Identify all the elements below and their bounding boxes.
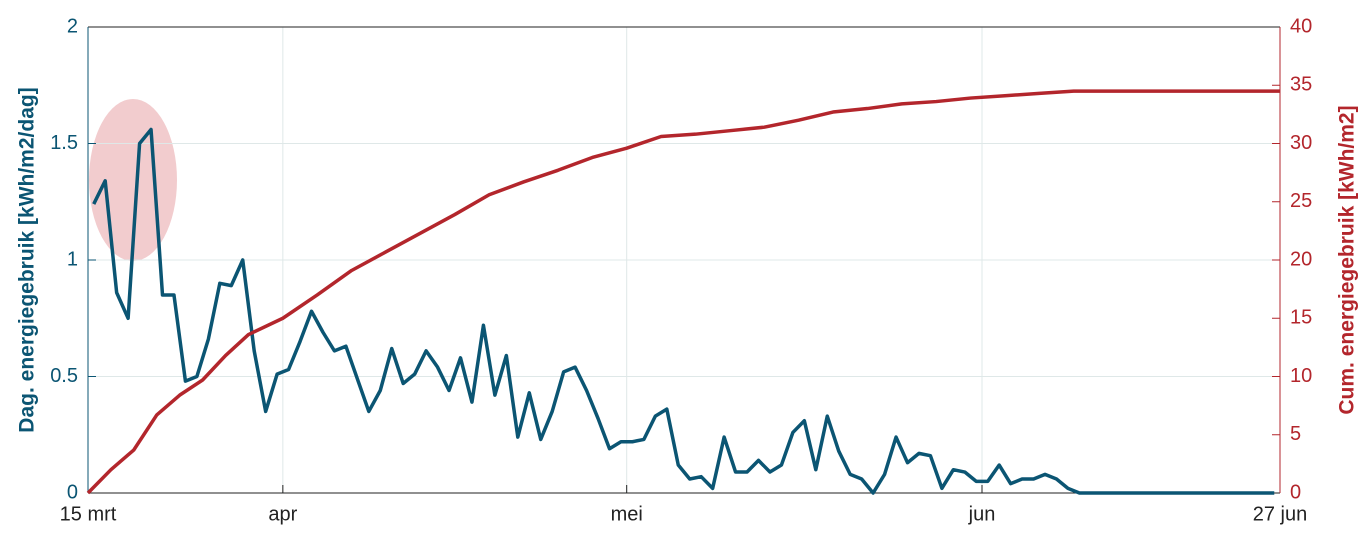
y-tick-label: 2 xyxy=(67,15,78,37)
cumulative-line xyxy=(86,89,1280,495)
y2-tick-label: 15 xyxy=(1290,307,1312,329)
y-tick-label: 1 xyxy=(67,248,78,270)
y2-tick-label: 20 xyxy=(1290,248,1312,270)
y2-axis-label: Cum. energiegebruik [kWh/m2] xyxy=(1336,105,1359,414)
y2-tick-label: 0 xyxy=(1290,481,1301,503)
y-tick-label: 0 xyxy=(67,481,78,503)
y2-tick-label: 5 xyxy=(1290,423,1301,445)
y-tick-label: 0.5 xyxy=(50,365,78,387)
x-tick-label: 15 mrt xyxy=(60,503,117,525)
y2-tick-label: 40 xyxy=(1290,15,1312,37)
y2-tick-label: 35 xyxy=(1290,74,1312,96)
x-tick-label: 27 jun xyxy=(1253,503,1308,525)
y-tick-label: 1.5 xyxy=(50,132,78,154)
y-axis-label: Dag. energiegebruik [kWh/m2/dag] xyxy=(16,87,39,432)
y2-tick-label: 25 xyxy=(1290,190,1312,212)
y2-tick-label: 30 xyxy=(1290,132,1312,154)
daily-line xyxy=(92,127,1275,495)
x-tick-label: jun xyxy=(968,503,996,525)
x-tick-label: mei xyxy=(611,503,643,525)
x-tick-label: apr xyxy=(268,503,297,525)
y2-tick-label: 10 xyxy=(1290,365,1312,387)
